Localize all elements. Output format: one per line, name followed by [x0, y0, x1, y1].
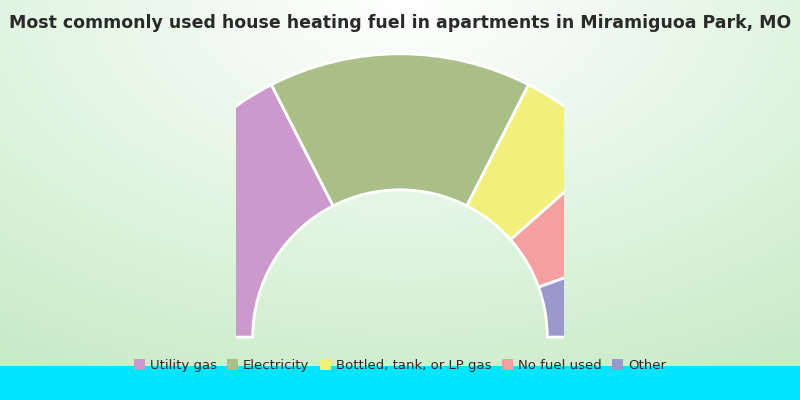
Wedge shape [510, 150, 666, 287]
Wedge shape [117, 85, 333, 337]
Wedge shape [271, 54, 529, 206]
Text: Most commonly used house heating fuel in apartments in Miramiguoa Park, MO: Most commonly used house heating fuel in… [9, 14, 791, 32]
Legend: Utility gas, Electricity, Bottled, tank, or LP gas, No fuel used, Other: Utility gas, Electricity, Bottled, tank,… [129, 354, 671, 378]
Wedge shape [538, 241, 683, 337]
Wedge shape [467, 85, 613, 240]
